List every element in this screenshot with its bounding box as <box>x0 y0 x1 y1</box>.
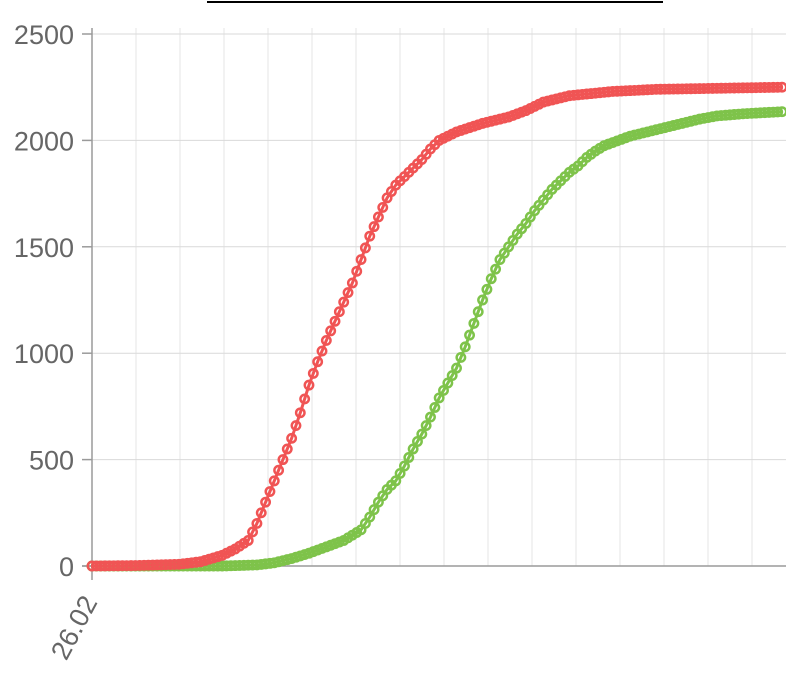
y-tick-label-1500: 1500 <box>14 233 74 263</box>
series-0-line <box>91 85 783 568</box>
series-1-point-159 <box>776 106 786 118</box>
series-0-point-59 <box>342 287 354 299</box>
series-1-point-78 <box>425 411 436 423</box>
series-1-point-93 <box>490 263 502 275</box>
series-0-point-51 <box>307 367 319 379</box>
series-0-point-158 <box>772 81 784 93</box>
series-0-point-53 <box>316 345 328 357</box>
series-0-point-56 <box>329 315 341 327</box>
x-tick-label-0: 26.02 <box>45 591 103 665</box>
y-tick-label-1000: 1000 <box>14 339 74 369</box>
series-0-point-61 <box>351 265 363 277</box>
series-0-point-40 <box>260 496 272 508</box>
series-0-point-50 <box>303 379 315 391</box>
series-0-point-65 <box>368 221 380 233</box>
y-tick-label-2500: 2500 <box>14 20 74 50</box>
gridlines <box>92 28 786 566</box>
series-1-point-76 <box>416 428 428 440</box>
series-0 <box>86 81 786 572</box>
series-0-point-55 <box>325 325 337 337</box>
series-0-point-48 <box>294 407 306 419</box>
series-0-point-45 <box>281 443 293 455</box>
series-0-point-57 <box>333 306 345 318</box>
series-0-point-47 <box>290 420 302 432</box>
x-axis-ticks: 26.02 <box>45 591 103 665</box>
series-1-point-158 <box>772 106 784 118</box>
y-tick-label-0: 0 <box>59 552 74 582</box>
series-1-point-85 <box>455 352 467 363</box>
series-0-point-42 <box>268 475 280 487</box>
series-0-point-54 <box>320 334 332 346</box>
series-group <box>86 81 786 572</box>
series-0-point-46 <box>286 432 298 444</box>
series-1-point-72 <box>399 460 410 472</box>
axes <box>82 28 786 580</box>
series-0-point-58 <box>338 296 350 308</box>
series-0-point-39 <box>255 507 267 519</box>
series-1 <box>86 106 786 572</box>
series-0-point-36 <box>242 535 254 546</box>
series-1-line <box>92 110 783 568</box>
series-0-point-64 <box>364 230 376 242</box>
y-tick-label-2000: 2000 <box>14 126 74 156</box>
series-0-point-41 <box>264 486 276 497</box>
series-0-point-62 <box>355 254 367 266</box>
series-0-point-37 <box>247 526 259 538</box>
y-axis-ticks: 0 500 1000 1500 2000 2500 <box>14 20 92 582</box>
series-0-point-60 <box>346 277 358 289</box>
series-1-point-73 <box>403 452 415 463</box>
series-1-point-79 <box>429 402 441 413</box>
series-1-point-92 <box>485 273 497 285</box>
series-0-point-44 <box>277 454 289 466</box>
series-1-point-90 <box>477 294 489 306</box>
series-0-point-52 <box>312 356 324 368</box>
series-0-point-67 <box>377 201 389 213</box>
series-0-point-49 <box>299 393 311 405</box>
series-1-point-89 <box>472 306 484 318</box>
series-0-point-43 <box>273 464 285 476</box>
y-tick-label-500: 500 <box>29 446 74 476</box>
series-0-point-63 <box>359 242 371 254</box>
series-1-point-77 <box>420 420 432 432</box>
series-1-point-84 <box>451 362 462 374</box>
series-1-point-88 <box>468 317 480 329</box>
series-1-point-86 <box>459 341 471 353</box>
series-0-point-159 <box>776 81 786 93</box>
series-0-point-38 <box>251 517 263 529</box>
series-1-point-91 <box>481 283 493 295</box>
series-1-point-87 <box>464 329 475 341</box>
series-0-point-66 <box>372 211 384 223</box>
